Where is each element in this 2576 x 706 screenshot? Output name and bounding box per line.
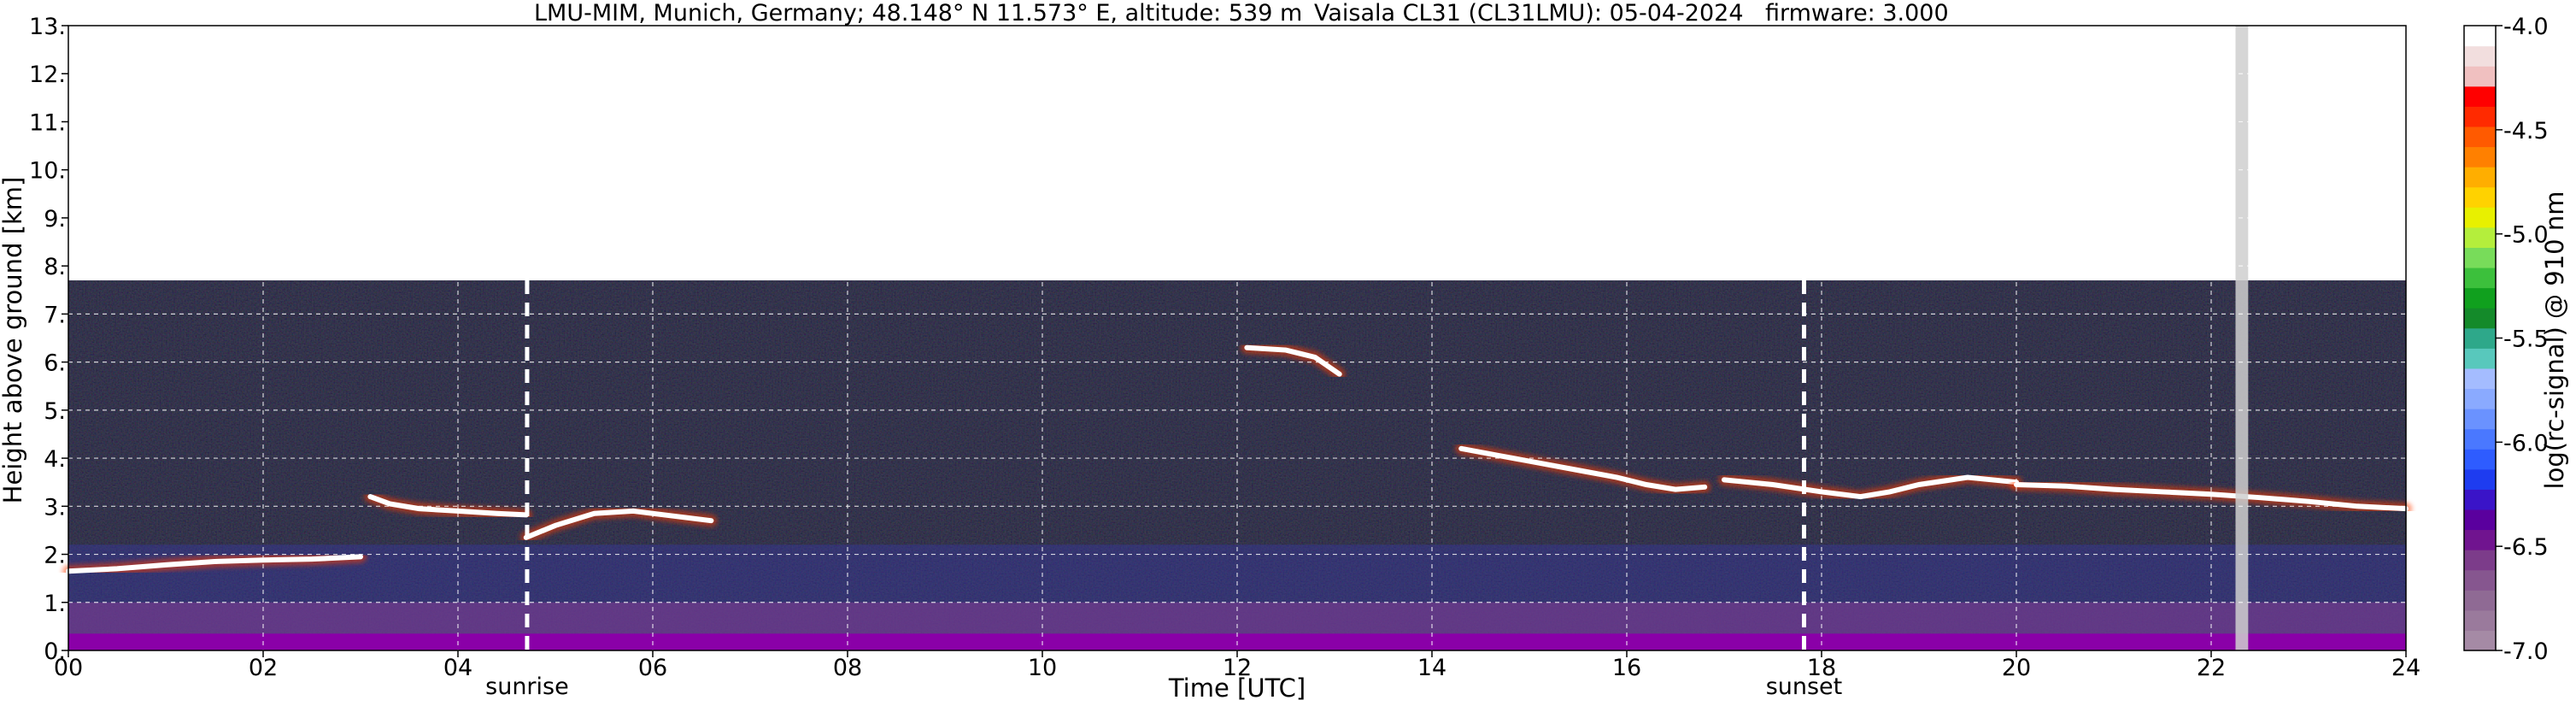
colorbar-swatch: [2464, 207, 2496, 228]
y-tick-label: 7.: [44, 302, 66, 328]
colorbar-tick-label: -4.5: [2503, 118, 2549, 144]
colorbar-swatch: [2464, 146, 2496, 168]
cloud-layer-6: [1722, 474, 2019, 500]
y-tick-label: 2.: [44, 543, 66, 569]
x-tick-label: 04: [443, 655, 472, 681]
colorbar-swatch: [2464, 348, 2496, 369]
chart-title-site: LMU-MIM, Munich, Germany; 48.148° N 11.5…: [534, 0, 1302, 26]
x-tick-label: 16: [1612, 655, 1641, 681]
y-tick-label: 8.: [44, 254, 66, 280]
reference-lines: [525, 280, 1806, 650]
x-tick-label: 08: [833, 655, 862, 681]
cloud-layer-3: [523, 508, 714, 540]
no-data-band-1: [2235, 26, 2249, 650]
colorbar-swatch: [2464, 449, 2496, 470]
colorbar-swatch: [2464, 126, 2496, 148]
x-tick-label: 24: [2391, 655, 2421, 681]
colorbar-swatch: [2464, 167, 2496, 188]
y-tick-label: 5.: [44, 398, 66, 425]
y-tick-label: 0.: [44, 638, 66, 665]
sunset-label: sunset: [1766, 674, 1843, 700]
x-tick-label: 22: [2197, 655, 2226, 681]
colorbar-tick-label: -6.0: [2503, 430, 2549, 456]
colorbar-swatch: [2464, 630, 2496, 651]
y-tick-label: 11.: [29, 109, 66, 136]
x-tick-label: 06: [638, 655, 667, 681]
chart-title-instrument: Vaisala CL31 (CL31LMU): 05-04-2024: [1314, 0, 1744, 26]
colorbar-tick-label: -5.5: [2503, 327, 2549, 353]
y-axis-label: Height above ground [km]: [0, 177, 27, 504]
colorbar-swatch: [2464, 66, 2496, 87]
x-tick-label: 18: [1807, 655, 1836, 681]
colorbar-swatch: [2464, 327, 2496, 349]
x-tick-label: 10: [1028, 655, 1057, 681]
y-axis-ticks: 0. 1. 2. 3. 4. 5. 6. 7. 8. 9. 10. 11. 12. 13.: [29, 14, 68, 665]
y-tick-label: 12.: [29, 62, 66, 88]
colorbar-swatch: [2464, 468, 2496, 490]
colorbar-swatch: [2464, 85, 2496, 107]
chart-title: LMU-MIM, Munich, Germany; 48.148° N 11.5…: [534, 0, 1949, 26]
colorbar-swatch: [2464, 227, 2496, 248]
cloud-layer-2: [367, 494, 529, 518]
colorbar-swatch: [2464, 428, 2496, 450]
colorbar-swatch: [2464, 529, 2496, 550]
colorbar-swatch: [2464, 26, 2496, 47]
y-tick-label: 9.: [44, 206, 66, 232]
cloud-layer-4: [1244, 344, 1342, 377]
y-tick-label: 3.: [44, 494, 66, 521]
x-axis-ticks: sunrise sunset 00 02 04 06 08 10 12 14 16 18 20 22 24: [54, 650, 2421, 700]
y-tick-label: 6.: [44, 350, 66, 377]
colorbar-swatch: [2464, 287, 2496, 309]
plot-area: [62, 25, 2412, 651]
colorbar-tick-label: -4.0: [2503, 14, 2549, 40]
colorbar-swatch: [2464, 368, 2496, 390]
x-tick-label: 12: [1223, 655, 1252, 681]
x-tick-label: 00: [54, 655, 83, 681]
colorbar-swatch: [2464, 106, 2496, 127]
colorbar-swatch: [2464, 45, 2496, 67]
colorbar-swatches: [2464, 26, 2496, 651]
colorbar-tick-label: -7.0: [2503, 638, 2549, 665]
colorbar-ticks: -7.0 -6.5 -6.0 -5.5 -5.0 -4.5 -4.0: [2496, 14, 2549, 665]
colorbar-swatch: [2464, 409, 2496, 430]
colorbar-swatch: [2464, 247, 2496, 268]
colorbar-swatch: [2464, 308, 2496, 329]
colorbar-tick-label: -6.5: [2503, 534, 2549, 561]
colorbar-swatch: [2464, 590, 2496, 611]
x-tick-label: 14: [1417, 655, 1446, 681]
colorbar-swatch: [2464, 388, 2496, 409]
colorbar-label: log(rc-signal) @ 910 nm: [2540, 191, 2569, 490]
cloud-layer-1: [66, 554, 363, 574]
cloud-layer-5: [1458, 445, 1708, 492]
x-tick-label: 02: [249, 655, 278, 681]
y-tick-label: 13.: [29, 14, 66, 40]
colorbar-swatch: [2464, 550, 2496, 571]
colorbar-tick-label: -5.0: [2503, 222, 2549, 249]
x-axis-label: Time [UTC]: [1168, 674, 1306, 703]
colorbar-swatch: [2464, 186, 2496, 208]
chart-title-firmware: firmware: 3.000: [1765, 0, 1949, 26]
y-tick-label: 1.: [44, 591, 66, 617]
y-tick-label: 4.: [44, 446, 66, 473]
colorbar-swatch: [2464, 489, 2496, 510]
x-tick-label: 20: [2002, 655, 2031, 681]
colorbar-swatch: [2464, 569, 2496, 591]
sunrise-label: sunrise: [485, 674, 569, 700]
colorbar: -7.0 -6.5 -6.0 -5.5 -5.0 -4.5 -4.0 log(rc-sign…: [2463, 14, 2569, 665]
cloud-layer-7: [2014, 482, 2409, 512]
colorbar-swatch: [2464, 509, 2496, 531]
y-tick-label: 10.: [29, 158, 66, 185]
colorbar-swatch: [2464, 609, 2496, 632]
grid-lines: [68, 26, 2406, 650]
colorbar-swatch: [2464, 267, 2496, 289]
